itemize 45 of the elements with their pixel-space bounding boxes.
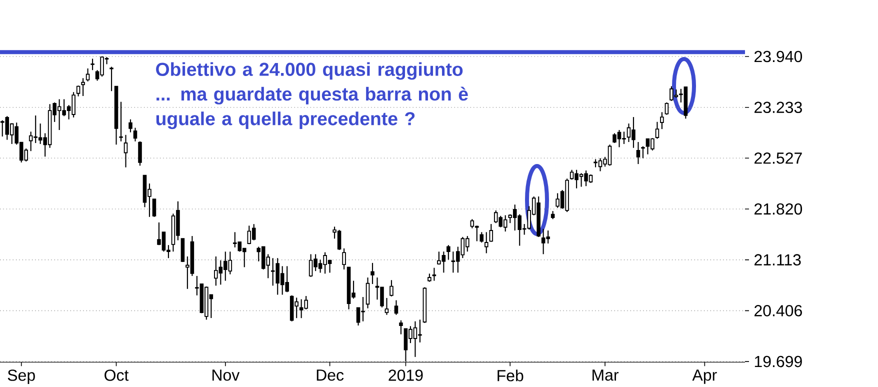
- candlestick: [152, 198, 156, 218]
- y-tick-label: 21.820: [754, 203, 802, 215]
- x-tick-label: 2019: [388, 370, 423, 381]
- x-tick-label: Apr: [692, 370, 717, 384]
- candlestick: [370, 262, 374, 285]
- candlestick: [138, 140, 142, 166]
- candlestick: [342, 248, 346, 270]
- candlestick: [76, 85, 80, 97]
- y-tick-label: 19.699: [754, 356, 802, 368]
- x-tick-label: Mar: [592, 370, 619, 381]
- candlestick: [128, 118, 132, 133]
- y-tick-label: 21.113: [754, 254, 801, 266]
- candlestick: [484, 232, 488, 254]
- x-tick-label: Feb: [498, 370, 524, 382]
- x-tick-label: Oct: [104, 370, 129, 381]
- y-tick-label: 20.406: [754, 305, 802, 316]
- candlestick: [133, 127, 138, 142]
- candlestick: [636, 141, 640, 165]
- candlestick: [119, 101, 123, 142]
- candlestick: [489, 223, 494, 242]
- y-tick-label: 23.233: [754, 102, 802, 114]
- candlestick: [399, 320, 403, 335]
- candlestick: [384, 297, 389, 316]
- candlestick: [446, 244, 450, 260]
- x-tick-label: Nov: [212, 370, 240, 381]
- candlestick: [366, 276, 370, 309]
- annotation: Obiettivo a 24.000 quasi raggiunto ... ma guardate questa barra non è uguale a quella precedente ?: [156, 62, 468, 130]
- candlestick: [655, 121, 660, 140]
- candlestick: [641, 146, 645, 159]
- candlestick: [660, 112, 664, 130]
- candlestick: [664, 102, 669, 116]
- candlestick: [394, 300, 398, 316]
- x-tick-label: Sep: [8, 370, 35, 384]
- candlestick: [124, 134, 128, 168]
- candlestick: [390, 280, 394, 297]
- candlestick: [110, 66, 114, 92]
- y-tick-label: 22.527: [754, 152, 802, 164]
- candlestick: [81, 78, 85, 97]
- candlestick: [90, 58, 94, 71]
- candlestick: [86, 68, 90, 82]
- candlestick: [480, 232, 484, 244]
- candlestick: [180, 238, 185, 263]
- x-tick-label: Dec: [316, 370, 344, 381]
- y-tick-label: 23.940: [754, 50, 802, 62]
- candlestick: [432, 267, 436, 282]
